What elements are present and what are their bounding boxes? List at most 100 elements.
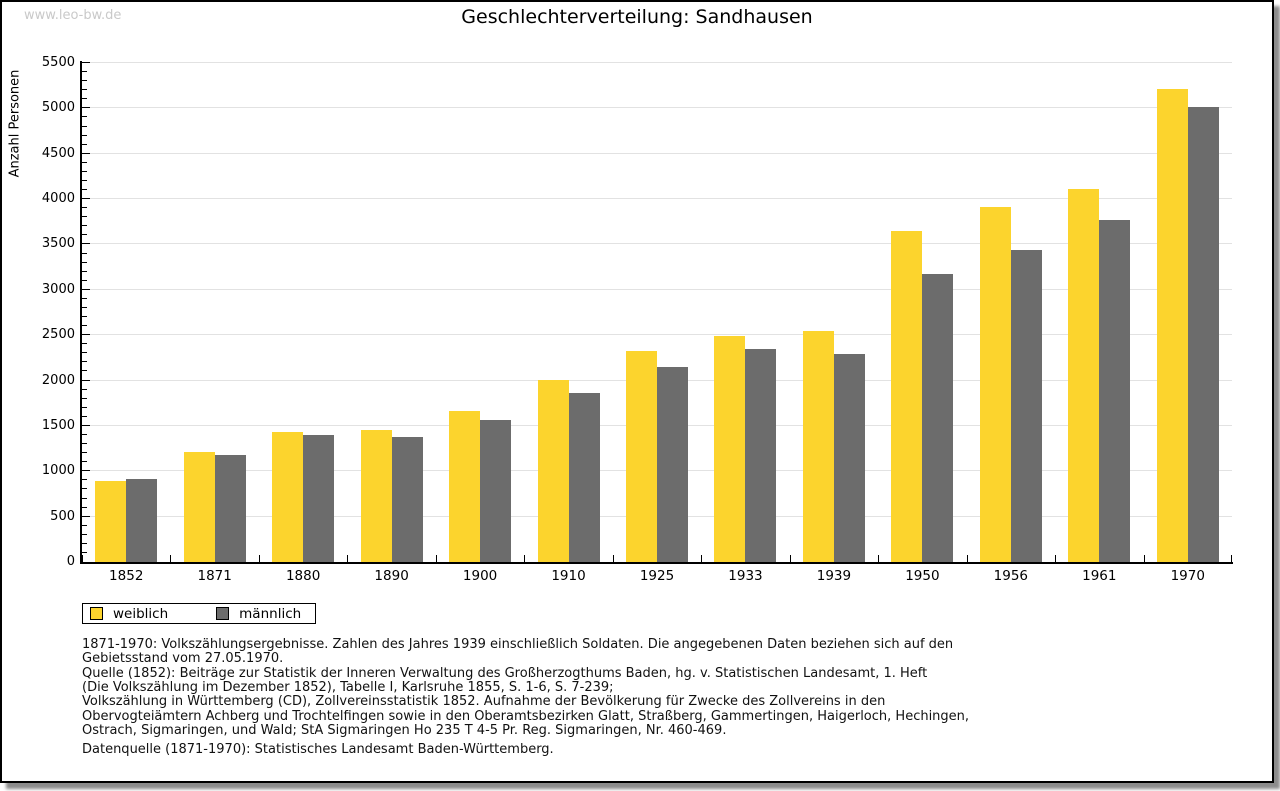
page-title: Geschlechterverteilung: Sandhausen — [461, 6, 813, 28]
watermark: www.leo-bw.de — [24, 8, 122, 23]
y-minor-tick — [82, 506, 87, 508]
bar-weiblich-1939 — [802, 331, 834, 562]
x-tick — [701, 555, 702, 562]
y-major-tick — [82, 424, 90, 426]
bar-weiblich-1925 — [626, 351, 657, 562]
y-major-tick — [82, 334, 90, 336]
y-tick-label-5000: 5000 — [41, 100, 75, 116]
footnote-line: Gebietsstand vom 27.05.1970. — [82, 651, 284, 667]
gridline-4000 — [82, 198, 1232, 200]
y-major-tick — [82, 198, 90, 200]
x-tick-label-1933: 1933 — [728, 568, 763, 584]
y-minor-tick — [82, 551, 87, 553]
y-tick-label-3000: 3000 — [41, 281, 75, 297]
y-minor-tick — [82, 415, 87, 417]
y-minor-tick — [82, 397, 87, 399]
x-tick-label-1950: 1950 — [905, 568, 940, 584]
plot-area — [82, 62, 1232, 562]
y-major-tick — [82, 288, 90, 290]
bar-männlich-1880 — [303, 434, 335, 562]
y-tick-label-1000: 1000 — [41, 463, 75, 479]
legend-swatch-weiblich — [90, 607, 103, 620]
gridline-5000 — [82, 107, 1232, 109]
x-tick — [1231, 555, 1232, 562]
y-minor-tick — [82, 479, 87, 481]
y-tick-label-0: 0 — [66, 554, 75, 569]
y-minor-tick — [82, 443, 87, 445]
y-major-tick — [82, 62, 90, 63]
y-minor-tick — [82, 216, 87, 218]
bar-weiblich-1880 — [272, 432, 304, 562]
y-minor-tick — [82, 234, 87, 236]
footnote-line: (Die Volkszählung im Dezember 1852), Tab… — [82, 680, 614, 696]
bar-männlich-1871 — [214, 454, 246, 562]
y-tick-label-4500: 4500 — [41, 145, 75, 161]
bar-männlich-1970 — [1187, 107, 1219, 562]
bar-weiblich-1970 — [1156, 89, 1188, 562]
y-minor-tick — [82, 325, 87, 327]
y-minor-tick — [82, 98, 87, 100]
x-tick — [347, 555, 348, 562]
x-tick — [878, 555, 879, 562]
x-tick-label-1961: 1961 — [1082, 568, 1117, 584]
footnote-line: Ostrach, Sigmaringen, und Wald; StA Sigm… — [82, 723, 727, 739]
x-tick-label-1925: 1925 — [639, 568, 675, 584]
y-axis-title: Anzahl Personen — [7, 69, 23, 178]
x-tick-label-1939: 1939 — [816, 568, 852, 584]
bar-männlich-1933 — [745, 348, 777, 562]
x-axis-line — [80, 562, 1233, 564]
x-tick-label-1910: 1910 — [551, 568, 586, 584]
y-tick-label-2500: 2500 — [41, 327, 75, 343]
y-minor-tick — [82, 143, 87, 145]
y-tick-label-5500: 5500 — [41, 55, 75, 70]
bar-männlich-1910 — [568, 392, 600, 562]
bar-männlich-1925 — [657, 367, 688, 562]
y-major-tick — [82, 379, 90, 381]
x-tick — [524, 555, 525, 562]
y-minor-tick — [82, 343, 87, 345]
footnote-line: 1871-1970: Volkszählungsergebnisse. Zahl… — [82, 637, 954, 652]
x-tick — [170, 555, 171, 562]
bar-weiblich-1910 — [537, 380, 569, 562]
y-minor-tick — [82, 270, 87, 272]
y-minor-tick — [82, 189, 87, 191]
y-minor-tick — [82, 388, 87, 390]
x-tick-label-1956: 1956 — [993, 568, 1029, 584]
x-tick — [1144, 555, 1145, 562]
footnote-line: Quelle (1852): Beiträge zur Statistik de… — [82, 665, 928, 681]
y-minor-tick — [82, 370, 87, 372]
x-tick-label-1852: 1852 — [109, 568, 144, 584]
y-axis-line — [80, 61, 82, 564]
bar-weiblich-1956 — [979, 206, 1011, 562]
y-minor-tick — [82, 533, 87, 535]
bar-männlich-1900 — [480, 420, 512, 562]
y-minor-tick — [82, 306, 87, 308]
y-minor-tick — [82, 497, 87, 499]
y-minor-tick — [82, 279, 87, 281]
bar-weiblich-1933 — [714, 336, 746, 562]
bar-männlich-1961 — [1099, 219, 1131, 562]
x-tick-label-1890: 1890 — [374, 568, 409, 584]
y-tick-label-500: 500 — [50, 508, 75, 524]
y-minor-tick — [82, 461, 87, 463]
gridline-4500 — [82, 152, 1232, 154]
y-minor-tick — [82, 542, 87, 544]
bar-weiblich-1961 — [1068, 188, 1100, 562]
x-tick-label-1880: 1880 — [285, 568, 321, 584]
bar-männlich-1956 — [1010, 250, 1042, 562]
y-minor-tick — [82, 488, 87, 490]
bar-männlich-1852 — [126, 478, 158, 562]
footnote-block: 1871-1970: Volkszählungsergebnisse. Zahl… — [82, 637, 1202, 739]
y-minor-tick — [82, 89, 87, 91]
y-minor-tick — [82, 207, 87, 209]
datenquelle-line: Datenquelle (1871-1970): Statistisches L… — [82, 742, 554, 757]
y-major-tick — [82, 107, 90, 109]
y-major-tick — [82, 243, 90, 245]
y-tick-label-3500: 3500 — [41, 236, 75, 252]
y-major-tick — [82, 470, 90, 472]
x-tick-label-1970: 1970 — [1170, 568, 1205, 584]
y-minor-tick — [82, 406, 87, 408]
bar-weiblich-1871 — [183, 451, 215, 562]
y-minor-tick — [82, 352, 87, 354]
x-tick — [436, 555, 437, 562]
